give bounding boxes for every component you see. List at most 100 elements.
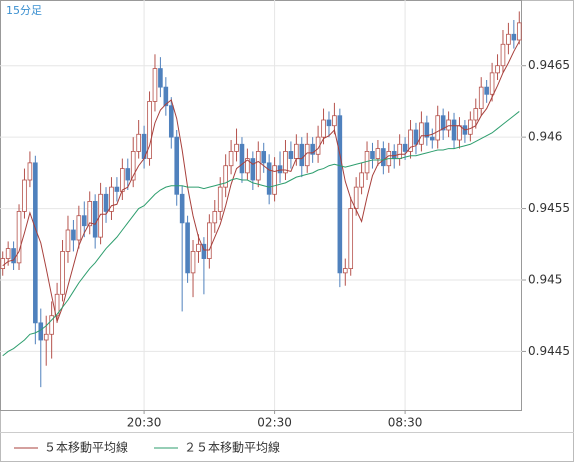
candle-body: [429, 136, 435, 141]
candle-body: [27, 162, 33, 181]
candle-body: [288, 151, 294, 159]
candle-body: [495, 65, 500, 74]
candle-body: [304, 143, 310, 167]
candle-body: [81, 215, 87, 227]
candle-body: [489, 72, 495, 95]
candle-body: [440, 115, 446, 131]
candle-body: [506, 33, 511, 45]
candle-body: [234, 143, 239, 152]
candle-body: [294, 143, 299, 159]
candle-body: [266, 162, 272, 195]
y-tick-label: 0.9455: [528, 201, 570, 215]
candle-body: [261, 151, 267, 164]
candle-body: [473, 108, 479, 121]
candle-body: [228, 151, 234, 167]
plot-area: [0, 0, 522, 411]
candle-body: [413, 129, 419, 145]
candle-body: [359, 172, 364, 188]
candle-body: [332, 115, 337, 127]
candle-body: [402, 143, 408, 152]
candle-body: [283, 151, 288, 174]
candle-body: [98, 193, 103, 238]
candle-body: [65, 229, 71, 252]
candle-body: [272, 165, 277, 195]
candle-body: [114, 186, 120, 192]
candle-body: [250, 158, 256, 181]
candle-body: [212, 211, 218, 224]
candle-body: [321, 119, 326, 138]
legend-label: ２５本移動平均線: [184, 440, 280, 455]
candle-body: [103, 193, 109, 212]
x-tick-label: 20:30: [127, 416, 162, 430]
candle-body: [511, 33, 517, 41]
candle-body: [92, 201, 98, 238]
candle-body: [397, 143, 402, 159]
candle-body: [419, 122, 424, 145]
candle-body: [468, 119, 473, 135]
y-tick-label: 0.9445: [528, 344, 570, 358]
ma-line: [2, 41, 520, 324]
candle-body: [342, 268, 348, 274]
candle-body: [147, 101, 152, 159]
candle-body: [484, 86, 489, 95]
y-tick-label: 0.946: [528, 130, 562, 144]
candle-body: [33, 162, 38, 324]
candle-body: [185, 222, 190, 274]
candle-body: [120, 168, 125, 192]
x-tick-label: 02:30: [257, 416, 292, 430]
candle-body: [174, 136, 180, 195]
y-tick-label: 0.9465: [528, 58, 570, 72]
candle-body: [49, 315, 54, 335]
candle-body: [5, 248, 11, 259]
candle-body: [163, 86, 169, 107]
x-tick-label: 08:30: [388, 416, 423, 430]
candle-body: [207, 222, 212, 259]
candle-body: [245, 158, 250, 174]
candle-body: [130, 151, 136, 181]
candle-body: [76, 215, 82, 241]
ma-line: [2, 111, 520, 357]
candle-body: [152, 68, 158, 102]
candle-body: [516, 22, 522, 41]
candle-body: [109, 186, 114, 212]
candle-body: [0, 258, 6, 269]
candle-body: [190, 251, 196, 274]
candle-body: [22, 179, 27, 212]
candle-body: [424, 122, 430, 138]
timeframe-label: 15分足: [6, 4, 42, 17]
candle-body: [310, 143, 315, 155]
candle-body: [54, 293, 60, 317]
candle-body: [239, 143, 245, 174]
candle-body: [375, 148, 381, 159]
candle-body: [158, 68, 163, 88]
candle-body: [381, 148, 386, 167]
candle-body: [43, 333, 49, 341]
candle-body: [255, 151, 261, 181]
candle-body: [71, 229, 76, 241]
candle-body: [223, 165, 228, 188]
candle-body: [337, 115, 343, 274]
candle-body: [435, 115, 441, 141]
candle-body: [370, 151, 375, 159]
candle-body: [179, 193, 185, 224]
legend-label: ５本移動平均線: [44, 440, 128, 455]
candle-body: [451, 119, 457, 141]
candle-body: [299, 143, 305, 167]
candle-body: [11, 248, 16, 264]
candle-body: [125, 168, 131, 181]
candle-body: [408, 129, 413, 152]
candle-body: [446, 119, 451, 131]
candle-body: [500, 43, 506, 67]
candle-body: [457, 125, 462, 141]
candle-body: [353, 186, 359, 209]
candle-body: [87, 201, 93, 227]
y-tick-label: 0.945: [528, 273, 562, 287]
candle-body: [136, 133, 141, 152]
candle-body: [38, 322, 44, 341]
candle-body: [478, 86, 484, 109]
candle-body: [201, 243, 207, 259]
candle-body: [348, 208, 354, 269]
candle-body: [217, 186, 223, 212]
